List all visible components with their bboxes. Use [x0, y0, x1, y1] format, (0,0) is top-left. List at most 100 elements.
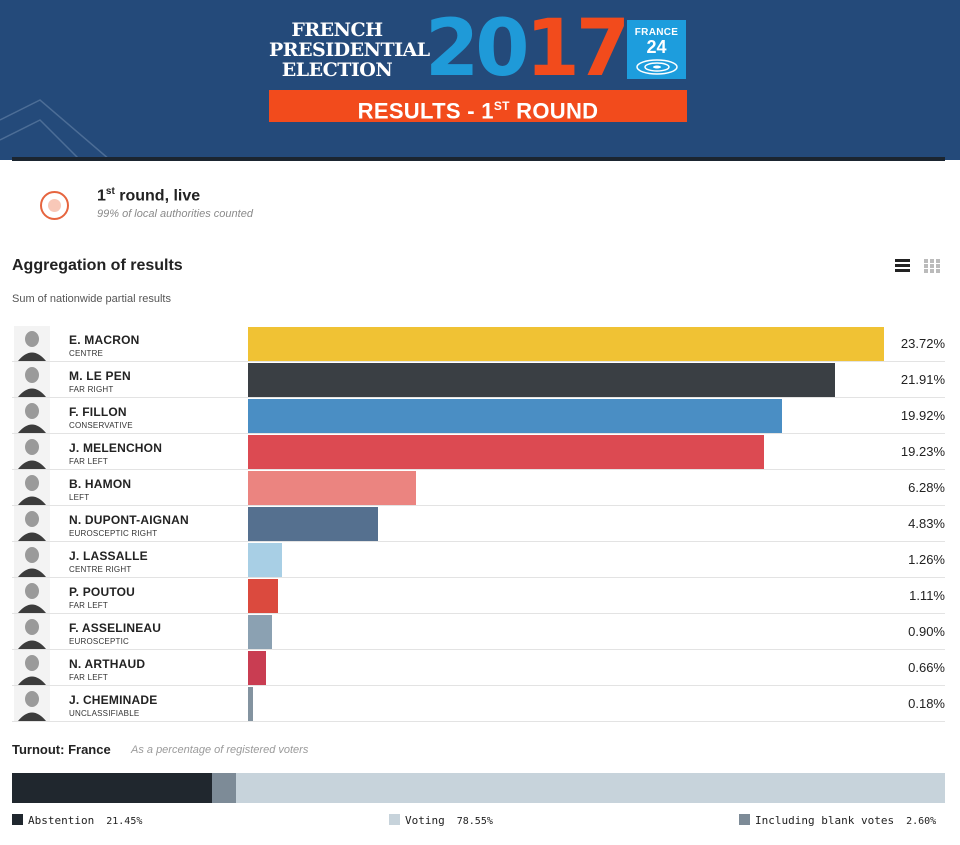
section-title: Aggregation of results: [12, 257, 183, 274]
candidate-party: CENTRE: [69, 349, 104, 358]
result-bar: [248, 327, 884, 361]
result-percentage: 21.91%: [900, 372, 945, 387]
candidate-party: CONSERVATIVE: [69, 421, 133, 430]
result-bar: [248, 543, 282, 577]
result-bar: [248, 687, 253, 721]
result-percentage: 1.11%: [909, 588, 945, 603]
turnout-subtitle: As a percentage of registered voters: [131, 744, 309, 756]
candidate-party: FAR LEFT: [69, 457, 108, 466]
candidate-party: EUROSCEPTIC: [69, 637, 129, 646]
chevron-decoration: [0, 99, 111, 160]
candidate-row[interactable]: J. LASSALLE CENTRE RIGHT 1.26%: [12, 542, 945, 578]
candidate-row[interactable]: N. DUPONT-AIGNAN EUROSCEPTIC RIGHT 4.83%: [12, 506, 945, 542]
result-percentage: 6.28%: [908, 480, 945, 495]
candidate-row[interactable]: J. MELENCHON FAR LEFT 19.23%: [12, 434, 945, 470]
candidate-avatar: [14, 614, 50, 649]
candidate-avatar: [14, 362, 50, 397]
title-line: PRESIDENTIAL: [269, 39, 430, 61]
header-banner: FRENCH PRESIDENTIAL ELECTION 2017 FRANCE…: [0, 0, 960, 160]
legend-label: Abstention: [28, 814, 95, 827]
globe-icon: [636, 59, 678, 75]
candidate-avatar: [14, 470, 50, 505]
candidate-row[interactable]: F. ASSELINEAU EUROSCEPTIC 0.90%: [12, 614, 945, 650]
candidate-row[interactable]: M. LE PEN FAR RIGHT 21.91%: [12, 362, 945, 398]
result-percentage: 0.18%: [908, 696, 945, 711]
election-title: FRENCH PRESIDENTIAL ELECTION: [269, 19, 430, 81]
result-percentage: 0.66%: [908, 660, 945, 675]
legend-voting: Voting 78.55%: [389, 814, 493, 827]
candidate-row[interactable]: E. MACRON CENTRE 23.72%: [12, 326, 945, 362]
legend-abstention: Abstention 21.45%: [12, 814, 142, 827]
election-year: 2017: [425, 4, 630, 94]
candidate-name: N. ARTHAUD: [69, 657, 146, 671]
france24-logo[interactable]: FRANCE 24: [627, 20, 686, 79]
candidate-party: FAR RIGHT: [69, 385, 114, 394]
round-status: 1st round, live: [97, 186, 200, 205]
blank-swatch: [739, 814, 750, 825]
candidate-avatar: [14, 578, 50, 613]
list-view-icon[interactable]: [895, 258, 910, 273]
candidate-name: J. CHEMINADE: [69, 693, 158, 707]
legend-value: 21.45%: [106, 816, 143, 827]
legend-label: Voting: [405, 814, 445, 827]
candidate-party: FAR LEFT: [69, 673, 108, 682]
logo-text: 24: [646, 37, 667, 57]
candidate-name: B. HAMON: [69, 477, 132, 491]
legend-blank-votes: Including blank votes 2.60%: [739, 814, 936, 827]
result-bar: [248, 471, 417, 505]
title-line: ELECTION: [281, 59, 393, 81]
candidate-avatar: [14, 650, 50, 685]
results-sup: ST: [493, 99, 510, 113]
round-sup: st: [105, 186, 115, 197]
legend-value: 2.60%: [906, 816, 937, 827]
candidate-name: M. LE PEN: [69, 369, 131, 383]
candidate-name: F. FILLON: [69, 405, 127, 419]
abstention-swatch: [12, 814, 23, 825]
result-bar: [248, 579, 278, 613]
result-bar: [248, 435, 764, 469]
candidate-party: FAR LEFT: [69, 601, 108, 610]
candidate-row[interactable]: B. HAMON LEFT 6.28%: [12, 470, 945, 506]
results-text: RESULTS - 1: [357, 98, 494, 124]
candidate-row[interactable]: J. CHEMINADE UNCLASSIFIABLE 0.18%: [12, 686, 945, 722]
grid-view-icon[interactable]: [924, 258, 940, 274]
result-percentage: 19.23%: [900, 444, 945, 459]
candidate-row[interactable]: F. FILLON CONSERVATIVE 19.92%: [12, 398, 945, 434]
abstention-segment: [12, 773, 213, 803]
candidate-row[interactable]: P. POUTOU FAR LEFT 1.11%: [12, 578, 945, 614]
candidate-party: UNCLASSIFIABLE: [69, 709, 140, 718]
candidate-name: N. DUPONT-AIGNAN: [69, 513, 189, 527]
candidate-party: EUROSCEPTIC RIGHT: [69, 529, 158, 538]
result-bar: [248, 507, 378, 541]
blank-votes-segment: [212, 773, 237, 803]
logo-text: FRANCE: [634, 27, 679, 38]
candidate-avatar: [14, 506, 50, 541]
round-num: 1: [97, 187, 106, 205]
turnout-title: Turnout: France: [12, 742, 111, 757]
candidate-avatar: [14, 542, 50, 577]
candidate-name: J. LASSALLE: [69, 549, 148, 563]
candidate-party: CENTRE RIGHT: [69, 565, 132, 574]
result-percentage: 1.26%: [908, 552, 945, 567]
results-text: ROUND: [509, 98, 599, 124]
candidate-name: J. MELENCHON: [69, 441, 163, 455]
title-line: FRENCH: [291, 19, 383, 41]
candidate-avatar: [14, 686, 50, 721]
year-part: 20: [425, 4, 530, 94]
result-percentage: 23.72%: [900, 336, 945, 351]
candidate-name: P. POUTOU: [69, 585, 136, 599]
turnout-bar: [12, 773, 945, 803]
candidate-avatar: [14, 434, 50, 469]
result-bar: [248, 651, 266, 685]
results-round-banner: RESULTS - 1ST ROUND: [269, 90, 687, 124]
voting-swatch: [389, 814, 400, 825]
header-divider: [12, 157, 945, 161]
legend-value: 78.55%: [456, 816, 493, 827]
candidate-avatar: [14, 398, 50, 433]
result-percentage: 4.83%: [908, 516, 945, 531]
result-bar: [248, 399, 783, 433]
live-indicator-icon: [40, 191, 69, 220]
section-subtitle: Sum of nationwide partial results: [12, 293, 171, 305]
result-percentage: 19.92%: [900, 408, 945, 423]
candidate-row[interactable]: N. ARTHAUD FAR LEFT 0.66%: [12, 650, 945, 686]
